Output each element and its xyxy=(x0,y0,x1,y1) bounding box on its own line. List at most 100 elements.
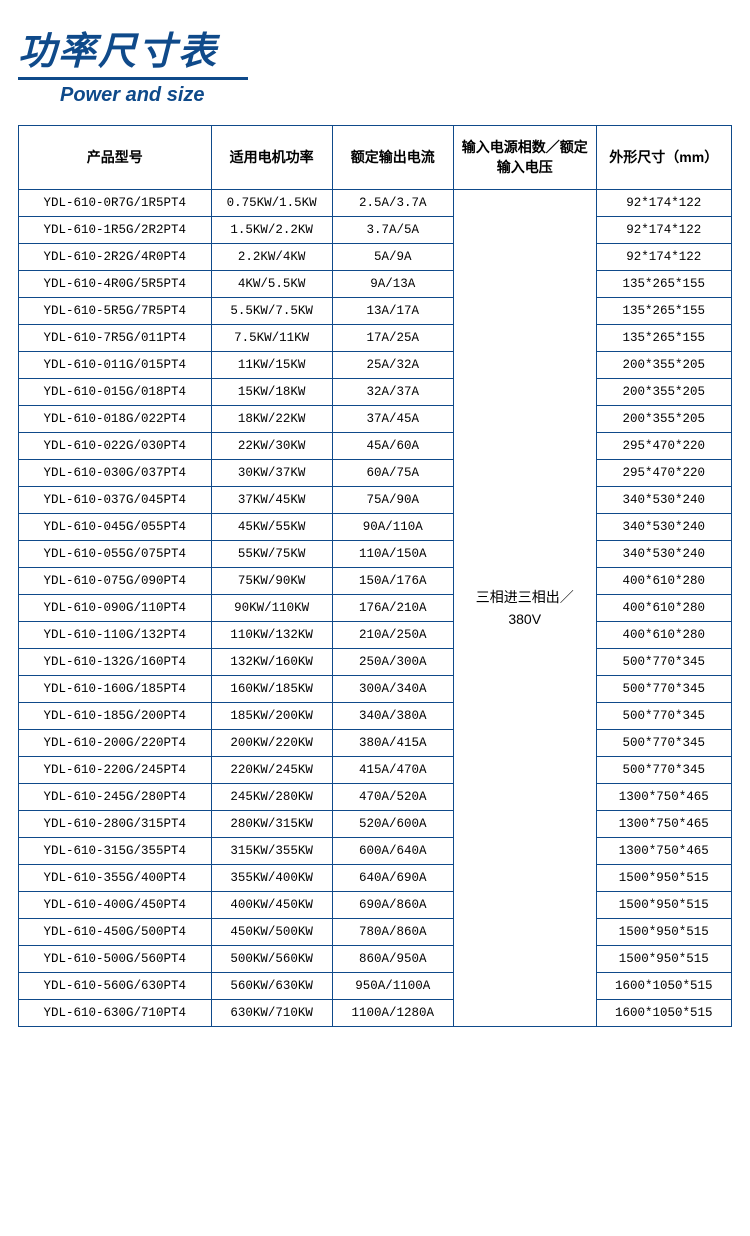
cell-current: 150A/176A xyxy=(332,568,453,595)
cell-current: 90A/110A xyxy=(332,514,453,541)
table-row: YDL-610-1R5G/2R2PT41.5KW/2.2KW3.7A/5A92*… xyxy=(19,217,732,244)
cell-current: 60A/75A xyxy=(332,460,453,487)
cell-size: 500*770*345 xyxy=(596,757,732,784)
table-row: YDL-610-400G/450PT4400KW/450KW690A/860A1… xyxy=(19,892,732,919)
cell-power: 7.5KW/11KW xyxy=(211,325,332,352)
table-row: YDL-610-450G/500PT4450KW/500KW780A/860A1… xyxy=(19,919,732,946)
cell-size: 400*610*280 xyxy=(596,595,732,622)
table-row: YDL-610-220G/245PT4220KW/245KW415A/470A5… xyxy=(19,757,732,784)
cell-power: 160KW/185KW xyxy=(211,676,332,703)
cell-power: 245KW/280KW xyxy=(211,784,332,811)
cell-size: 1300*750*465 xyxy=(596,784,732,811)
table-row: YDL-610-200G/220PT4200KW/220KW380A/415A5… xyxy=(19,730,732,757)
table-row: YDL-610-022G/030PT422KW/30KW45A/60A295*4… xyxy=(19,433,732,460)
cell-model: YDL-610-4R0G/5R5PT4 xyxy=(19,271,212,298)
cell-power: 22KW/30KW xyxy=(211,433,332,460)
cell-model: YDL-610-011G/015PT4 xyxy=(19,352,212,379)
cell-power: 132KW/160KW xyxy=(211,649,332,676)
cell-current: 690A/860A xyxy=(332,892,453,919)
cell-current: 45A/60A xyxy=(332,433,453,460)
cell-current: 5A/9A xyxy=(332,244,453,271)
table-row: YDL-610-315G/355PT4315KW/355KW600A/640A1… xyxy=(19,838,732,865)
table-row: YDL-610-018G/022PT418KW/22KW37A/45A200*3… xyxy=(19,406,732,433)
table-row: YDL-610-185G/200PT4185KW/200KW340A/380A5… xyxy=(19,703,732,730)
cell-model: YDL-610-450G/500PT4 xyxy=(19,919,212,946)
cell-current: 75A/90A xyxy=(332,487,453,514)
table-row: YDL-610-030G/037PT430KW/37KW60A/75A 295*4… xyxy=(19,460,732,487)
cell-current: 17A/25A xyxy=(332,325,453,352)
cell-current: 640A/690A xyxy=(332,865,453,892)
col-header-model: 产品型号 xyxy=(19,126,212,190)
cell-model: YDL-610-200G/220PT4 xyxy=(19,730,212,757)
col-header-current: 额定输出电流 xyxy=(332,126,453,190)
cell-size: 200*355*205 xyxy=(596,352,732,379)
cell-model: YDL-610-280G/315PT4 xyxy=(19,811,212,838)
cell-current: 300A/340A xyxy=(332,676,453,703)
cell-power: 450KW/500KW xyxy=(211,919,332,946)
table-row: YDL-610-5R5G/7R5PT45.5KW/7.5KW13A/17A135… xyxy=(19,298,732,325)
cell-power: 355KW/400KW xyxy=(211,865,332,892)
cell-size: 92*174*122 xyxy=(596,244,732,271)
cell-power: 15KW/18KW xyxy=(211,379,332,406)
cell-model: YDL-610-0R7G/1R5PT4 xyxy=(19,190,212,217)
cell-power: 500KW/560KW xyxy=(211,946,332,973)
cell-model: YDL-610-055G/075PT4 xyxy=(19,541,212,568)
cell-model: YDL-610-500G/560PT4 xyxy=(19,946,212,973)
cell-power: 55KW/75KW xyxy=(211,541,332,568)
cell-current: 25A/32A xyxy=(332,352,453,379)
cell-current: 13A/17A xyxy=(332,298,453,325)
cell-size: 295*470*220 xyxy=(596,460,732,487)
cell-model: YDL-610-185G/200PT4 xyxy=(19,703,212,730)
title-block: 功率尺寸表 Power and size xyxy=(18,20,732,107)
cell-model: YDL-610-030G/037PT4 xyxy=(19,460,212,487)
cell-size: 1300*750*465 xyxy=(596,811,732,838)
cell-current: 380A/415A xyxy=(332,730,453,757)
cell-size: 1500*950*515 xyxy=(596,946,732,973)
cell-model: YDL-610-630G/710PT4 xyxy=(19,1000,212,1027)
cell-model: YDL-610-2R2G/4R0PT4 xyxy=(19,244,212,271)
table-row: YDL-610-245G/280PT4245KW/280KW470A/520A1… xyxy=(19,784,732,811)
cell-power: 30KW/37KW xyxy=(211,460,332,487)
cell-size: 1300*750*465 xyxy=(596,838,732,865)
cell-model: YDL-610-220G/245PT4 xyxy=(19,757,212,784)
col-header-input: 输入电源相数／额定输入电压 xyxy=(453,126,596,190)
cell-model: YDL-610-045G/055PT4 xyxy=(19,514,212,541)
cell-current: 520A/600A xyxy=(332,811,453,838)
cell-power: 315KW/355KW xyxy=(211,838,332,865)
cell-size: 340*530*240 xyxy=(596,514,732,541)
cell-power: 560KW/630KW xyxy=(211,973,332,1000)
table-row: YDL-610-015G/018PT415KW/18KW32A/37A200*3… xyxy=(19,379,732,406)
cell-model: YDL-610-245G/280PT4 xyxy=(19,784,212,811)
title-en: Power and size xyxy=(18,84,732,107)
cell-power: 630KW/710KW xyxy=(211,1000,332,1027)
cell-model: YDL-610-400G/450PT4 xyxy=(19,892,212,919)
table-row: YDL-610-132G/160PT4132KW/160KW250A/300A5… xyxy=(19,649,732,676)
cell-current: 176A/210A xyxy=(332,595,453,622)
table-row: YDL-610-280G/315PT4280KW/315KW520A/600A1… xyxy=(19,811,732,838)
cell-size: 1500*950*515 xyxy=(596,865,732,892)
cell-size: 340*530*240 xyxy=(596,541,732,568)
cell-size: 1600*1050*515 xyxy=(596,1000,732,1027)
cell-size: 200*355*205 xyxy=(596,379,732,406)
cell-current: 340A/380A xyxy=(332,703,453,730)
table-row: YDL-610-2R2G/4R0PT42.2KW/4KW5A/9A92*174*… xyxy=(19,244,732,271)
cell-power: 0.75KW/1.5KW xyxy=(211,190,332,217)
cell-size: 92*174*122 xyxy=(596,190,732,217)
cell-power: 18KW/22KW xyxy=(211,406,332,433)
cell-current: 210A/250A xyxy=(332,622,453,649)
col-header-power: 适用电机功率 xyxy=(211,126,332,190)
cell-size: 400*610*280 xyxy=(596,568,732,595)
cell-current: 1100A/1280A xyxy=(332,1000,453,1027)
cell-power: 1.5KW/2.2KW xyxy=(211,217,332,244)
cell-current: 3.7A/5A xyxy=(332,217,453,244)
cell-power: 90KW/110KW xyxy=(211,595,332,622)
cell-power: 5.5KW/7.5KW xyxy=(211,298,332,325)
cell-size: 500*770*345 xyxy=(596,649,732,676)
cell-current: 32A/37A xyxy=(332,379,453,406)
table-row: YDL-610-110G/132PT4110KW/132KW210A/250A4… xyxy=(19,622,732,649)
title-rule xyxy=(18,77,248,80)
cell-model: YDL-610-355G/400PT4 xyxy=(19,865,212,892)
table-row: YDL-610-4R0G/5R5PT44KW/5.5KW9A/13A135*26… xyxy=(19,271,732,298)
cell-size: 92*174*122 xyxy=(596,217,732,244)
cell-size: 500*770*345 xyxy=(596,676,732,703)
